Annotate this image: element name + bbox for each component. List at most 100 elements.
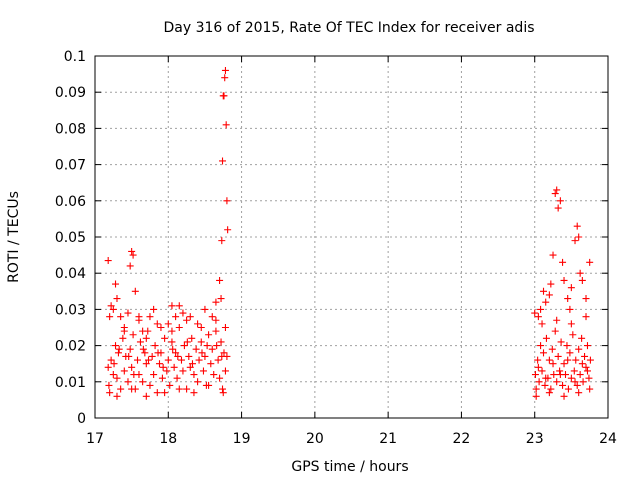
- data-point: [198, 349, 206, 357]
- data-point: [212, 327, 220, 335]
- data-point: [105, 381, 113, 389]
- data-point: [221, 74, 229, 82]
- data-point: [128, 247, 136, 255]
- data-point: [104, 363, 112, 371]
- x-tick-label: 17: [86, 431, 104, 447]
- data-point: [582, 295, 590, 303]
- data-point: [535, 378, 543, 386]
- data-point: [542, 374, 550, 382]
- data-point: [572, 356, 580, 364]
- data-point: [208, 313, 216, 321]
- y-tick-label: 0.07: [55, 158, 86, 174]
- data-point: [205, 381, 213, 389]
- data-point: [549, 360, 557, 368]
- data-point: [537, 305, 545, 313]
- y-tick-label: 0.06: [55, 194, 86, 210]
- data-point: [217, 338, 225, 346]
- y-tick-label: 0.09: [55, 85, 86, 101]
- data-point: [150, 371, 158, 379]
- data-point: [541, 381, 549, 389]
- data-point: [579, 378, 587, 386]
- data-point: [214, 356, 222, 364]
- data-point: [575, 389, 583, 397]
- data-point: [532, 385, 540, 393]
- data-point: [146, 313, 154, 321]
- data-point: [141, 349, 149, 357]
- data-point: [142, 360, 150, 368]
- data-point: [179, 367, 187, 375]
- y-axis-label: ROTI / TECUs: [6, 191, 22, 283]
- data-point: [570, 367, 578, 375]
- data-point: [109, 371, 117, 379]
- data-point: [567, 284, 575, 292]
- data-point: [551, 327, 559, 335]
- data-point: [219, 389, 227, 397]
- data-point: [583, 367, 591, 375]
- data-point: [139, 378, 147, 386]
- data-point: [146, 381, 154, 389]
- data-point: [534, 356, 542, 364]
- data-point: [166, 381, 174, 389]
- data-point: [175, 324, 183, 331]
- data-point: [177, 356, 185, 364]
- data-point: [120, 324, 128, 331]
- data-point: [195, 356, 203, 364]
- data-point: [553, 378, 561, 386]
- data-point: [586, 385, 594, 393]
- data-point: [180, 342, 188, 350]
- data-point: [183, 338, 191, 346]
- data-point: [179, 309, 187, 317]
- y-tick-label: 0.04: [55, 266, 86, 282]
- data-point: [134, 356, 142, 364]
- data-point: [564, 356, 572, 364]
- data-point: [117, 313, 125, 321]
- y-tick-label: 0.02: [55, 339, 86, 355]
- data-point: [542, 298, 550, 306]
- data-point: [222, 121, 230, 129]
- data-point: [119, 334, 127, 342]
- data-point: [567, 320, 575, 328]
- data-point: [220, 349, 228, 357]
- data-point: [113, 392, 121, 400]
- data-point: [571, 237, 579, 245]
- data-point: [201, 305, 209, 313]
- data-point: [566, 305, 574, 313]
- data-point: [190, 371, 198, 379]
- data-point: [107, 356, 115, 364]
- data-point: [106, 313, 114, 321]
- data-point: [218, 237, 226, 245]
- data-point: [221, 367, 229, 375]
- data-point: [124, 309, 132, 317]
- data-point: [174, 352, 182, 360]
- data-point: [188, 334, 196, 342]
- x-tick-label: 18: [159, 431, 177, 447]
- data-point: [556, 371, 564, 379]
- data-point: [220, 92, 228, 100]
- data-point: [576, 269, 584, 277]
- data-point: [197, 324, 205, 331]
- data-point: [221, 66, 229, 74]
- data-point: [537, 342, 545, 350]
- data-point: [185, 352, 193, 360]
- data-point: [106, 389, 114, 397]
- data-point: [128, 385, 136, 393]
- data-point: [559, 258, 567, 266]
- data-point: [560, 276, 568, 284]
- data-point: [532, 392, 540, 400]
- data-point: [547, 280, 555, 288]
- data-point: [534, 363, 542, 371]
- data-point: [173, 374, 181, 382]
- data-point: [192, 345, 200, 353]
- data-point: [557, 338, 565, 346]
- data-point: [563, 342, 571, 350]
- data-point: [560, 360, 568, 368]
- data-point: [144, 356, 152, 364]
- data-point: [216, 374, 224, 382]
- data-point: [117, 385, 125, 393]
- data-point: [172, 313, 180, 321]
- data-point: [199, 367, 207, 375]
- data-points: [104, 66, 594, 400]
- x-tick-label: 19: [233, 431, 251, 447]
- chart-title: Day 316 of 2015, Rate Of TEC Index for r…: [163, 20, 534, 36]
